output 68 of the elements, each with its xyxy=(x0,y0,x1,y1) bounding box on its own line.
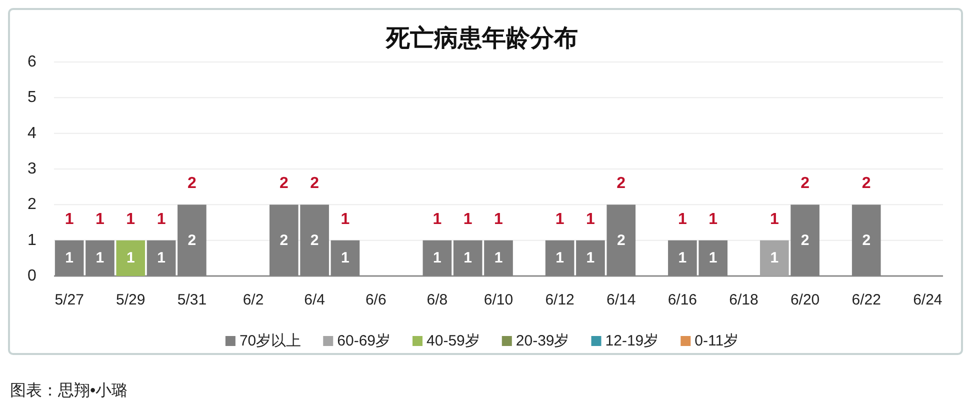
y-tick-label: 2 xyxy=(28,196,37,214)
data-label: 1 xyxy=(464,250,472,267)
total-label: 1 xyxy=(586,210,596,228)
total-label: 1 xyxy=(494,210,504,228)
text: 图表：思翔•小璐 xyxy=(10,382,128,400)
data-label: 2 xyxy=(800,232,810,249)
data-label: 1 xyxy=(126,250,135,267)
y-tick-label: 0 xyxy=(28,268,37,284)
data-label: 1 xyxy=(65,250,74,267)
data-label: 1 xyxy=(708,250,718,267)
x-tick-label: 6/20 xyxy=(790,292,820,308)
data-label: 1 xyxy=(770,250,779,267)
x-tick-label: 6/24 xyxy=(913,292,942,308)
x-tick-label: 6/10 xyxy=(484,292,514,308)
total-label: 2 xyxy=(279,175,288,192)
data-label: 2 xyxy=(310,232,319,249)
x-tick-label: 6/22 xyxy=(852,292,881,308)
data-label: 1 xyxy=(678,250,687,267)
y-tick-label: 3 xyxy=(28,160,37,178)
total-label: 1 xyxy=(340,210,350,228)
x-tick-label: 5/29 xyxy=(116,292,146,308)
total-label: 2 xyxy=(616,175,626,192)
x-tick-label: 6/8 xyxy=(426,292,448,308)
data-label: 1 xyxy=(433,250,442,267)
total-label: 1 xyxy=(156,210,166,228)
data-label: 1 xyxy=(157,250,166,267)
data-label: 2 xyxy=(616,232,626,249)
data-label: 2 xyxy=(188,232,196,249)
data-label: 2 xyxy=(862,232,871,249)
x-tick-label: 6/16 xyxy=(668,292,698,308)
legend-label: 70岁以上 xyxy=(239,332,302,350)
total-label: 2 xyxy=(862,175,871,192)
y-tick-label: 4 xyxy=(28,124,37,142)
data-label: 1 xyxy=(586,250,595,267)
x-tick-label: 6/12 xyxy=(545,292,574,308)
y-tick-label: 1 xyxy=(28,232,37,249)
x-tick-label: 6/14 xyxy=(606,292,636,308)
y-tick-label: 6 xyxy=(28,54,37,70)
x-tick-label: 6/6 xyxy=(365,292,386,308)
y-tick-label: 5 xyxy=(28,89,37,106)
chart-title: 死亡病患年龄分布 xyxy=(385,24,578,52)
total-label: 1 xyxy=(555,210,564,228)
total-label: 1 xyxy=(432,210,442,228)
total-label: 2 xyxy=(187,175,196,192)
total-label: 1 xyxy=(96,210,105,228)
total-label: 1 xyxy=(708,210,718,228)
total-label: 1 xyxy=(770,210,779,228)
data-label: 1 xyxy=(556,250,564,267)
total-label: 1 xyxy=(126,210,136,228)
data-label: 1 xyxy=(96,250,104,267)
x-tick-label: 5/27 xyxy=(54,292,84,308)
x-tick-label: 6/2 xyxy=(242,292,264,308)
legend-label: 20-39岁 xyxy=(516,332,570,350)
x-tick-label: 6/4 xyxy=(304,292,325,308)
total-label: 2 xyxy=(310,175,320,192)
total-label: 1 xyxy=(678,210,687,228)
legend-label: 0-11岁 xyxy=(694,332,739,350)
total-label: 1 xyxy=(64,210,74,228)
data-label: 1 xyxy=(494,250,503,267)
data-label: 1 xyxy=(341,250,350,267)
total-label: 2 xyxy=(800,175,810,192)
x-tick-label: 6/18 xyxy=(729,292,758,308)
legend-label: 12-19岁 xyxy=(605,332,659,350)
total-label: 1 xyxy=(463,210,472,228)
x-tick-label: 5/31 xyxy=(177,292,207,308)
legend-label: 60-69岁 xyxy=(337,332,391,350)
data-label: 2 xyxy=(280,232,288,249)
legend-label: 40-59岁 xyxy=(426,332,480,350)
